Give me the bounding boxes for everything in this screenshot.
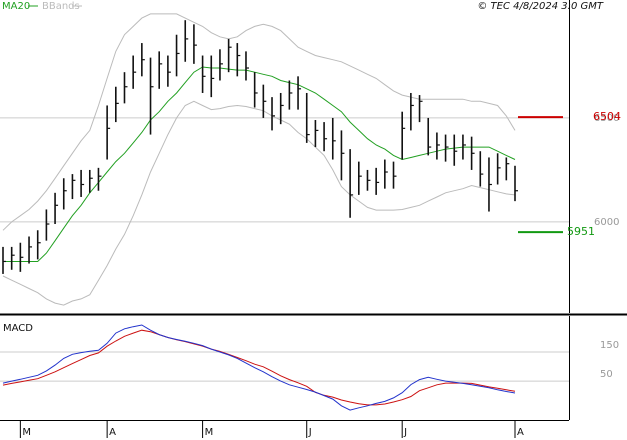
legend-label: BBands bbox=[42, 1, 80, 12]
y-tick-label: 50 bbox=[600, 369, 613, 380]
y-tick-label: 6000 bbox=[594, 217, 619, 228]
x-tick-label: M bbox=[205, 427, 214, 438]
stamp: © TEC 4/8/2024 3:0 GMT bbox=[477, 1, 604, 12]
x-tick-label: J bbox=[308, 427, 312, 438]
macd-line bbox=[2, 324, 516, 411]
x-tick-label: A bbox=[109, 427, 116, 438]
y-tick-label: 6500 bbox=[594, 113, 619, 124]
level-label: 5951 bbox=[567, 225, 595, 238]
x-tick-label: A bbox=[517, 427, 524, 438]
bband-upper bbox=[2, 13, 516, 231]
legend-label: MA20 bbox=[2, 1, 30, 12]
x-tick-label: M bbox=[22, 427, 31, 438]
macd-signal bbox=[2, 329, 516, 406]
level-label: 6504 bbox=[593, 110, 621, 123]
macd-title: MACD bbox=[3, 323, 33, 334]
y-tick-label: 150 bbox=[600, 340, 619, 351]
bband-lower bbox=[2, 100, 516, 306]
ma-line bbox=[3, 66, 516, 262]
x-tick-label: J bbox=[403, 427, 407, 438]
